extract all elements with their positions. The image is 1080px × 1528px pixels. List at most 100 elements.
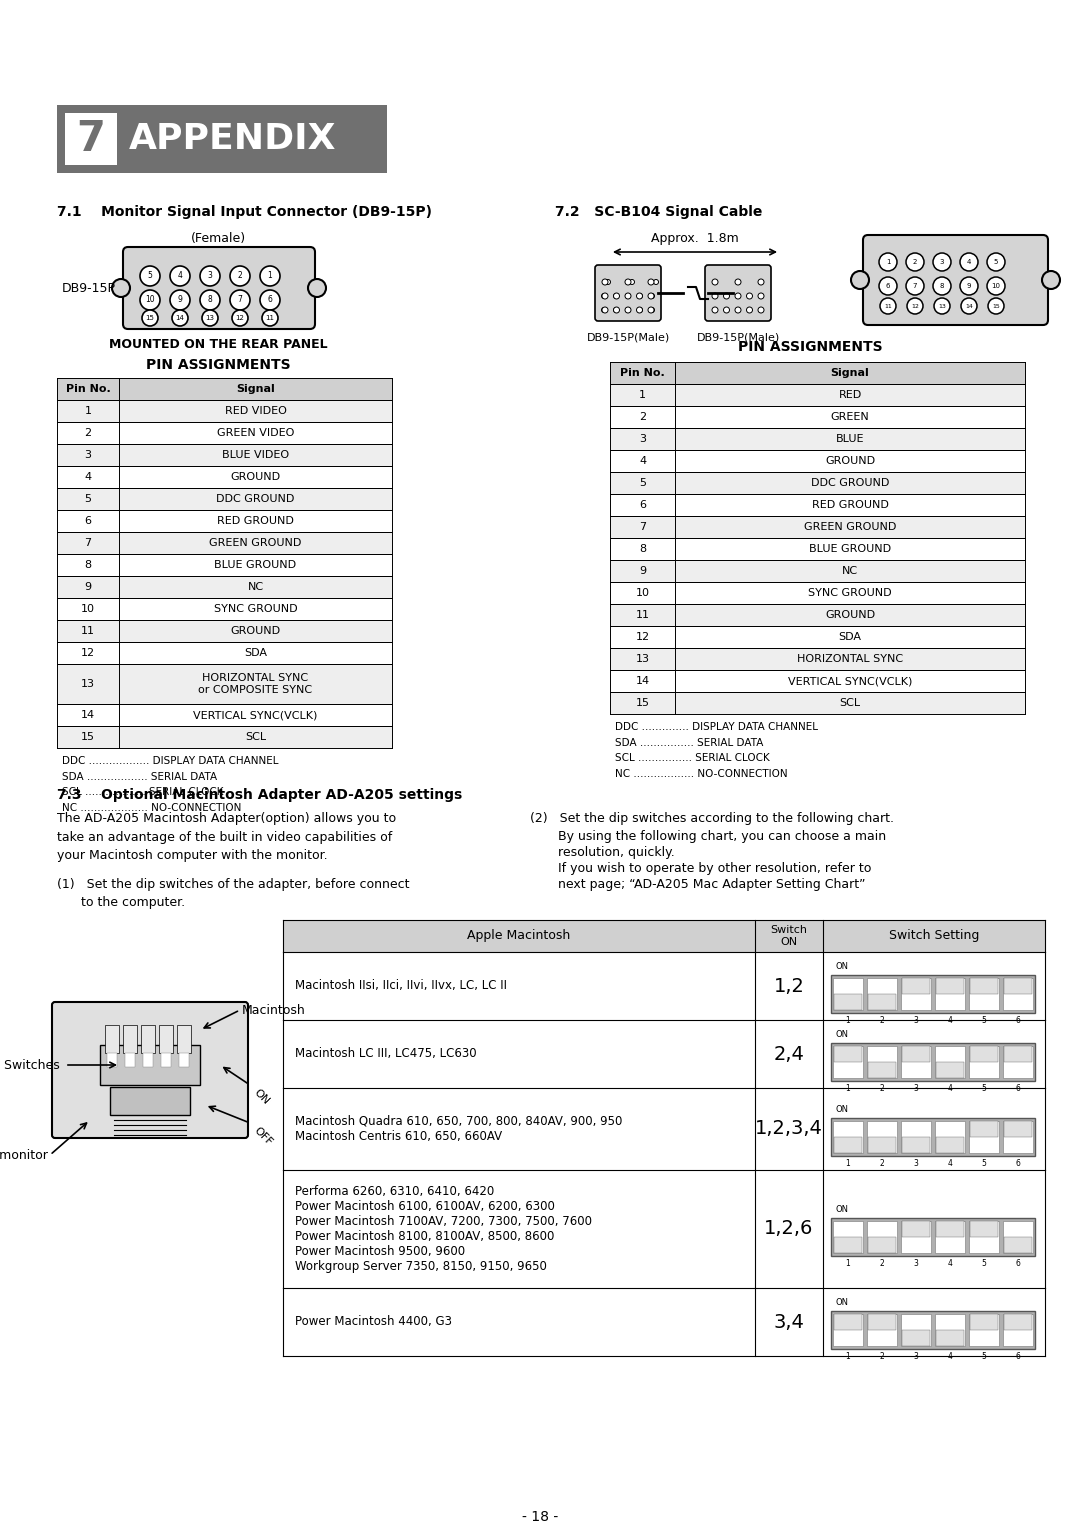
Text: SDA: SDA: [838, 633, 862, 642]
Bar: [610, 516, 1025, 538]
Text: 2: 2: [879, 1016, 885, 1025]
Bar: [868, 1314, 896, 1329]
Circle shape: [907, 298, 923, 313]
Text: 8: 8: [84, 559, 92, 570]
Text: SCL: SCL: [839, 698, 861, 707]
Bar: [1003, 1122, 1032, 1154]
Text: 5: 5: [982, 1016, 986, 1025]
Bar: [936, 1062, 964, 1077]
FancyBboxPatch shape: [705, 264, 771, 321]
Bar: [831, 1218, 1035, 1256]
Circle shape: [648, 280, 654, 286]
FancyBboxPatch shape: [123, 248, 315, 329]
Text: Macintosh LC III, LC475, LC630: Macintosh LC III, LC475, LC630: [295, 1048, 476, 1060]
Text: 5: 5: [639, 478, 646, 487]
Text: 1: 1: [846, 1083, 850, 1093]
Text: Signal: Signal: [831, 368, 869, 377]
Text: resolution, quickly.: resolution, quickly.: [558, 847, 675, 859]
Bar: [610, 559, 1025, 582]
Bar: [1003, 1221, 1032, 1253]
Circle shape: [724, 293, 729, 299]
Bar: [831, 1311, 1035, 1349]
Bar: [57, 620, 392, 642]
Circle shape: [649, 293, 654, 298]
Bar: [610, 428, 1025, 451]
Bar: [935, 1047, 966, 1077]
Text: 4: 4: [947, 1352, 953, 1361]
Bar: [57, 665, 392, 704]
Text: VERTICAL SYNC(VCLK): VERTICAL SYNC(VCLK): [787, 675, 913, 686]
Circle shape: [934, 298, 950, 313]
Text: 4: 4: [947, 1160, 953, 1167]
Text: 7.1    Monitor Signal Input Connector (DB9-15P): 7.1 Monitor Signal Input Connector (DB9-…: [57, 205, 432, 219]
Text: BLUE GROUND: BLUE GROUND: [809, 544, 891, 555]
Text: 11: 11: [266, 315, 274, 321]
Circle shape: [758, 293, 764, 299]
Bar: [610, 648, 1025, 669]
Bar: [610, 626, 1025, 648]
Circle shape: [653, 280, 659, 284]
Bar: [57, 597, 392, 620]
Circle shape: [960, 254, 978, 270]
Text: (2)   Set the dip switches according to the following chart.: (2) Set the dip switches according to th…: [530, 811, 894, 825]
Text: 1: 1: [846, 1160, 850, 1167]
Text: 4: 4: [177, 272, 183, 281]
Bar: [57, 532, 392, 555]
Text: GREEN GROUND: GREEN GROUND: [210, 538, 301, 549]
FancyBboxPatch shape: [863, 235, 1048, 325]
Bar: [57, 704, 392, 726]
Circle shape: [625, 280, 631, 286]
Circle shape: [636, 293, 643, 299]
Text: 4: 4: [947, 1016, 953, 1025]
Bar: [969, 1221, 999, 1253]
Text: 12: 12: [235, 315, 244, 321]
Bar: [57, 487, 392, 510]
Bar: [902, 1221, 930, 1238]
Bar: [833, 1122, 863, 1154]
Bar: [1004, 1314, 1032, 1329]
Text: 14: 14: [966, 304, 973, 309]
Text: 11: 11: [635, 610, 649, 620]
Circle shape: [648, 307, 654, 313]
Text: 5: 5: [982, 1160, 986, 1167]
Text: 4: 4: [639, 455, 646, 466]
Text: DDC .................. DISPLAY DATA CHANNEL
SDA .................. SERIAL DATA
S: DDC .................. DISPLAY DATA CHAN…: [62, 756, 279, 813]
Bar: [970, 1122, 998, 1137]
Circle shape: [140, 266, 160, 286]
Bar: [610, 582, 1025, 604]
Text: 4: 4: [947, 1259, 953, 1268]
Bar: [831, 1044, 1035, 1080]
Text: 9: 9: [639, 565, 646, 576]
Bar: [57, 422, 392, 445]
Bar: [867, 1122, 897, 1154]
Bar: [610, 406, 1025, 428]
Text: 11: 11: [81, 626, 95, 636]
Bar: [901, 978, 931, 1010]
Text: DDC GROUND: DDC GROUND: [216, 494, 295, 504]
Bar: [902, 1047, 930, 1062]
Bar: [1003, 1047, 1032, 1077]
Text: 1: 1: [886, 260, 890, 264]
Bar: [902, 978, 930, 995]
Text: DB9-15P(Male): DB9-15P(Male): [586, 332, 670, 342]
Text: GREEN: GREEN: [831, 413, 869, 422]
Text: 10: 10: [635, 588, 649, 597]
Bar: [110, 1086, 190, 1115]
Circle shape: [260, 266, 280, 286]
Circle shape: [172, 310, 188, 325]
Text: 7: 7: [77, 118, 106, 160]
Bar: [65, 113, 117, 165]
Text: DDC .............. DISPLAY DATA CHANNEL
SDA ................ SERIAL DATA
SCL ...: DDC .............. DISPLAY DATA CHANNEL …: [615, 723, 818, 779]
Text: ON: ON: [836, 1030, 849, 1039]
Bar: [57, 726, 392, 749]
Circle shape: [987, 254, 1005, 270]
Text: 15: 15: [993, 304, 1000, 309]
Text: ON: ON: [252, 1086, 271, 1106]
Text: 7: 7: [84, 538, 92, 549]
Text: 15: 15: [146, 315, 154, 321]
Text: 10: 10: [145, 295, 154, 304]
Bar: [935, 978, 966, 1010]
Text: VERTICAL SYNC(VCLK): VERTICAL SYNC(VCLK): [193, 711, 318, 720]
Text: 4: 4: [967, 260, 971, 264]
Text: 8: 8: [639, 544, 646, 555]
